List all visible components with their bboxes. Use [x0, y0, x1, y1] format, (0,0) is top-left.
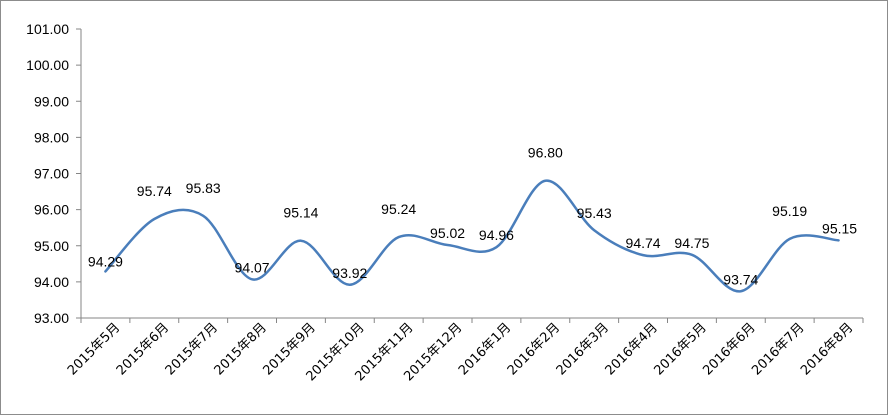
data-label: 93.74 — [723, 271, 758, 287]
data-label: 95.24 — [381, 201, 416, 217]
y-tick-label: 97.00 — [34, 166, 69, 182]
data-label: 95.74 — [137, 183, 172, 199]
data-label: 94.07 — [235, 259, 270, 275]
data-label: 95.19 — [772, 203, 807, 219]
x-tick-label: 2016年8月 — [798, 320, 856, 378]
y-tick-label: 99.00 — [34, 93, 69, 109]
data-label: 95.14 — [283, 205, 318, 221]
y-tick-label: 96.00 — [34, 202, 69, 218]
series-line — [104, 179, 840, 293]
data-label: 94.29 — [88, 253, 123, 269]
y-tick-label: 101.00 — [26, 21, 69, 37]
y-axis-ticks: 93.00 94.00 95.00 96.00 97.00 98.00 99.00 100.0… — [26, 21, 81, 326]
y-tick-label: 94.00 — [34, 274, 69, 290]
data-label: 95.83 — [186, 180, 221, 196]
data-label: 94.74 — [626, 235, 661, 251]
data-label: 95.15 — [822, 220, 857, 236]
data-labels: 94.29 95.74 95.83 94.07 95.14 93.92 95.24 95.02… — [88, 145, 857, 288]
y-tick-label: 100.00 — [26, 57, 69, 73]
data-label: 96.80 — [528, 145, 563, 161]
x-axis-ticks: 2015年5月2015年6月2015年7月2015年8月2015年9月2015年… — [65, 318, 864, 384]
series — [104, 179, 840, 293]
y-tick-label: 98.00 — [34, 129, 69, 145]
data-label: 94.96 — [479, 227, 514, 243]
y-tick-label: 93.00 — [34, 310, 69, 326]
data-label: 94.75 — [674, 235, 709, 251]
y-tick-label: 95.00 — [34, 238, 69, 254]
data-label: 95.02 — [430, 225, 465, 241]
data-label: 95.43 — [577, 205, 612, 221]
data-label: 93.92 — [332, 265, 367, 281]
